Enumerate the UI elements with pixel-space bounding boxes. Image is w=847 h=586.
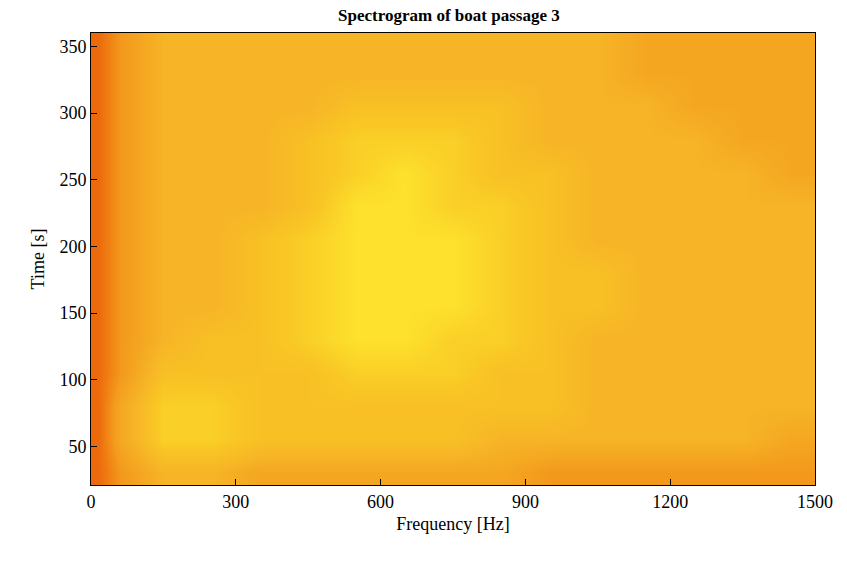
svg-text:200: 200 [59, 237, 86, 257]
svg-text:1500: 1500 [797, 492, 833, 512]
svg-text:Spectrogram of boat passage 3: Spectrogram of boat passage 3 [338, 6, 560, 25]
svg-text:250: 250 [59, 170, 86, 190]
svg-text:0: 0 [87, 492, 96, 512]
svg-text:350: 350 [59, 37, 86, 57]
svg-text:900: 900 [512, 492, 539, 512]
svg-text:600: 600 [367, 492, 394, 512]
svg-text:Frequency [Hz]: Frequency [Hz] [396, 514, 509, 534]
svg-text:300: 300 [59, 103, 86, 123]
svg-text:50: 50 [68, 437, 86, 457]
svg-text:1200: 1200 [652, 492, 688, 512]
svg-text:300: 300 [222, 492, 249, 512]
svg-text:150: 150 [59, 303, 86, 323]
svg-text:100: 100 [59, 370, 86, 390]
svg-text:Time [s]: Time [s] [28, 229, 48, 290]
